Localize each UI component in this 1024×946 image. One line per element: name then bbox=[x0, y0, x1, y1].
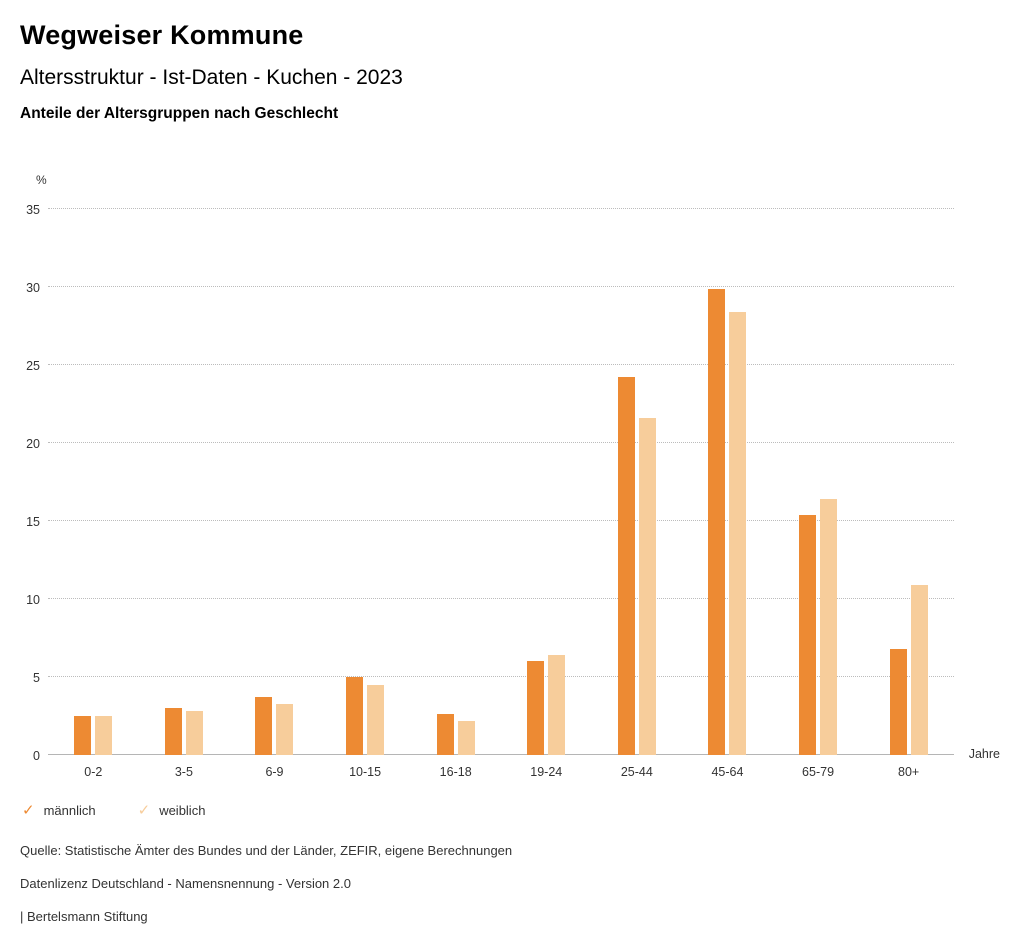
x-tick-label: 80+ bbox=[898, 765, 920, 779]
bar-männlich[interactable] bbox=[164, 708, 182, 755]
bar-weiblich[interactable] bbox=[367, 684, 385, 755]
legend-item-männlich[interactable]: ✓ männlich bbox=[22, 803, 96, 818]
bar-männlich[interactable] bbox=[617, 377, 635, 755]
y-tick-label: 20 bbox=[26, 437, 40, 452]
y-tick-label: 25 bbox=[26, 359, 40, 373]
y-tick-label: 0 bbox=[33, 749, 40, 763]
bar-weiblich[interactable] bbox=[910, 584, 928, 755]
x-tick-label: 10-15 bbox=[349, 765, 382, 779]
bar-weiblich[interactable] bbox=[638, 418, 656, 755]
bar-group bbox=[501, 209, 592, 755]
gridline bbox=[48, 754, 954, 755]
y-tick-label: 35 bbox=[26, 203, 40, 217]
x-tick-label: 3-5 bbox=[174, 765, 193, 779]
bar-männlich[interactable] bbox=[74, 716, 92, 755]
bar-männlich[interactable] bbox=[889, 648, 907, 755]
bar-group bbox=[139, 209, 230, 755]
bar-groups bbox=[48, 209, 954, 755]
gridline bbox=[48, 364, 954, 365]
bar-group bbox=[320, 209, 411, 755]
x-tick-label: 16-18 bbox=[439, 765, 472, 779]
bar-weiblich[interactable] bbox=[729, 311, 747, 755]
y-axis-unit-label: % bbox=[36, 173, 47, 187]
bar-weiblich[interactable] bbox=[548, 655, 566, 755]
bar-männlich[interactable] bbox=[799, 514, 817, 755]
page-title: Wegweiser Kommune bbox=[20, 20, 304, 50]
bar-männlich[interactable] bbox=[346, 677, 364, 755]
y-tick-label: 10 bbox=[26, 593, 40, 608]
bar-männlich[interactable] bbox=[708, 288, 726, 755]
legend: ✓ männlich ✓ weiblich bbox=[22, 803, 205, 818]
bar-männlich[interactable] bbox=[436, 714, 454, 755]
gridline bbox=[48, 286, 954, 287]
y-tick-label: 5 bbox=[33, 671, 40, 686]
gridline bbox=[48, 520, 954, 521]
gridline bbox=[48, 598, 954, 599]
bar-group bbox=[682, 209, 773, 755]
bar-weiblich[interactable] bbox=[820, 499, 838, 755]
x-tick-label: 6-9 bbox=[265, 765, 284, 779]
bar-weiblich[interactable] bbox=[95, 716, 113, 755]
y-tick-label: 30 bbox=[26, 281, 40, 295]
attribution-note: | Bertelsmann Stiftung bbox=[20, 909, 148, 924]
x-tick-label: 65-79 bbox=[802, 765, 835, 779]
gridline bbox=[48, 442, 954, 443]
chart-heading: Anteile der Altersgruppen nach Geschlech… bbox=[20, 105, 339, 122]
gridline bbox=[48, 676, 954, 677]
gridline bbox=[48, 208, 954, 209]
footer: Quelle: Statistische Ämter des Bundes un… bbox=[20, 843, 512, 942]
x-tick-label: 25-44 bbox=[620, 765, 653, 779]
plot-area: 0 5 10 15 20 25 30 35 bbox=[26, 203, 954, 763]
source-note: Quelle: Statistische Ämter des Bundes un… bbox=[20, 843, 513, 858]
chart-subtitle: Altersstruktur - Ist-Daten - Kuchen - 20… bbox=[20, 66, 403, 89]
bar-weiblich[interactable] bbox=[185, 711, 203, 755]
bar-group bbox=[410, 209, 501, 755]
legend-label: weiblich bbox=[159, 803, 206, 818]
legend-label: männlich bbox=[43, 803, 96, 818]
legend-item-weiblich[interactable]: ✓ weiblich bbox=[138, 803, 206, 818]
x-tick-label: 19-24 bbox=[530, 765, 563, 779]
x-axis-unit-label: Jahre bbox=[968, 747, 1000, 761]
bar-group bbox=[48, 209, 139, 755]
x-tick-label: 45-64 bbox=[711, 765, 744, 779]
bar-group bbox=[592, 209, 683, 755]
bar-chart: % 0 5 10 15 20 25 30 35 0-2 3-5 6-9 10-15 16-18 19-2… bbox=[0, 173, 1024, 789]
x-tick-label: 0-2 bbox=[84, 765, 103, 779]
bar-weiblich[interactable] bbox=[457, 720, 475, 755]
x-labels: 0-2 3-5 6-9 10-15 16-18 19-24 25-44 45-64 65-79 8… bbox=[48, 765, 954, 779]
bar-group bbox=[229, 209, 320, 755]
y-tick-label: 15 bbox=[26, 515, 40, 529]
license-note: Datenlizenz Deutschland - Namensnennung … bbox=[20, 876, 351, 891]
bar-weiblich[interactable] bbox=[276, 703, 294, 755]
check-icon: ✓ bbox=[137, 802, 151, 819]
bar-männlich[interactable] bbox=[255, 697, 273, 755]
check-icon: ✓ bbox=[22, 802, 35, 819]
bar-group bbox=[773, 209, 864, 755]
bar-männlich[interactable] bbox=[527, 661, 545, 755]
bar-group bbox=[863, 209, 954, 755]
